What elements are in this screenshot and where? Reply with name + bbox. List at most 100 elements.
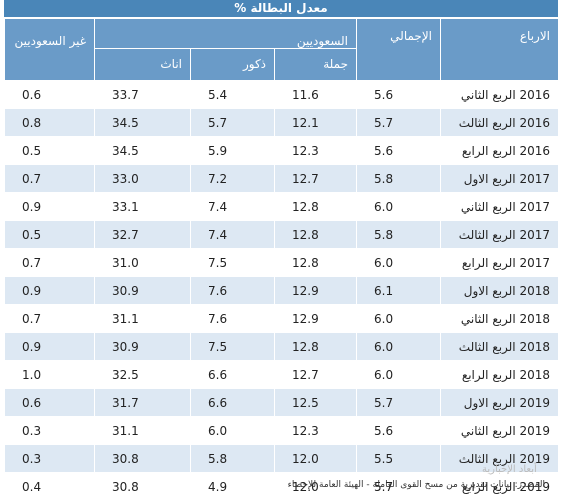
total-cell: 6.1 <box>356 277 441 305</box>
saudi-total-cell: 12.8 <box>274 249 357 277</box>
table-row: 2019 الربع الثالث 5.5 12.0 5.8 30.8 0.3 <box>4 445 559 473</box>
non-saudi-cell: 0.5 <box>4 137 94 165</box>
non-saudi-cell: 1.0 <box>4 361 94 389</box>
total-cell: 6.0 <box>356 249 441 277</box>
saudi-female-cell: 31.0 <box>94 249 191 277</box>
saudi-female-cell: 31.1 <box>94 305 191 333</box>
saudi-male-cell: 7.2 <box>190 165 275 193</box>
table-row: 2016 الربع الثاني 5.6 11.6 5.4 33.7 0.6 <box>4 81 559 109</box>
saudi-total-cell: 12.9 <box>274 305 357 333</box>
saudi-female-cell: 30.8 <box>94 473 191 501</box>
non-saudi-cell: 0.9 <box>4 277 94 305</box>
table-row: 2018 الربع الاول 6.1 12.9 7.6 30.9 0.9 <box>4 277 559 305</box>
saudi-male-cell: 6.6 <box>190 389 275 417</box>
header-saudis: السعوديين <box>94 19 357 49</box>
header-non-saudis: غير السعوديين <box>4 19 94 81</box>
table-body: 2016 الربع الثاني 5.6 11.6 5.4 33.7 0.6 2016 ا… <box>4 81 559 501</box>
saudi-male-cell: 7.5 <box>190 333 275 361</box>
table-row: 2016 الربع الثالث 5.7 12.1 5.7 34.5 0.8 <box>4 109 559 137</box>
total-cell: 6.0 <box>356 193 441 221</box>
period-cell: 2016 الربع الثالث <box>440 109 559 137</box>
period-cell: 2018 الربع الثاني <box>440 305 559 333</box>
saudi-male-cell: 6.6 <box>190 361 275 389</box>
saudi-female-cell: 32.7 <box>94 221 191 249</box>
header-total: الإجمالي <box>356 19 441 81</box>
period-cell: 2018 الربع الثالث <box>440 333 559 361</box>
non-saudi-cell: 0.8 <box>4 109 94 137</box>
period-cell: 2016 الربع الثاني <box>440 81 559 109</box>
total-cell: 5.7 <box>356 389 441 417</box>
table-row: 2016 الربع الرابع 5.6 12.3 5.9 34.5 0.5 <box>4 137 559 165</box>
table-row: 2017 الربع الثاني 6.0 12.8 7.4 33.1 0.9 <box>4 193 559 221</box>
total-cell: 6.0 <box>356 333 441 361</box>
saudi-total-cell: 11.6 <box>274 81 357 109</box>
saudi-female-cell: 34.5 <box>94 137 191 165</box>
saudi-total-cell: 12.3 <box>274 417 357 445</box>
saudi-male-cell: 5.9 <box>190 137 275 165</box>
unemployment-table-card: معدل البطالة % الارباع الإجمالي السعوديي… <box>4 0 559 501</box>
saudi-total-cell: 12.8 <box>274 333 357 361</box>
unemployment-table: الارباع الإجمالي السعوديين غير السعوديين… <box>4 19 559 501</box>
table-row: 2019 الربع الرابع 5.7 12.0 4.9 30.8 0.4 <box>4 473 559 501</box>
table-row: 2017 الربع الثالث 5.8 12.8 7.4 32.7 0.5 <box>4 221 559 249</box>
saudi-female-cell: 31.7 <box>94 389 191 417</box>
saudi-male-cell: 4.9 <box>190 473 275 501</box>
saudi-male-cell: 5.8 <box>190 445 275 473</box>
period-cell: 2019 الربع الثالث <box>440 445 559 473</box>
table-row: 2019 الربع الاول 5.7 12.5 6.6 31.7 0.6 <box>4 389 559 417</box>
period-cell: 2019 الربع الثاني <box>440 417 559 445</box>
non-saudi-cell: 0.4 <box>4 473 94 501</box>
saudi-female-cell: 33.7 <box>94 81 191 109</box>
total-cell: 5.6 <box>356 417 441 445</box>
total-cell: 5.5 <box>356 445 441 473</box>
saudi-female-cell: 30.9 <box>94 277 191 305</box>
saudi-male-cell: 6.0 <box>190 417 275 445</box>
saudi-female-cell: 30.8 <box>94 445 191 473</box>
header-period: الارباع <box>440 19 559 81</box>
total-cell: 6.0 <box>356 305 441 333</box>
period-cell: 2017 الربع الثالث <box>440 221 559 249</box>
non-saudi-cell: 0.3 <box>4 417 94 445</box>
saudi-total-cell: 12.1 <box>274 109 357 137</box>
total-cell: 5.6 <box>356 81 441 109</box>
saudi-total-cell: 12.8 <box>274 193 357 221</box>
non-saudi-cell: 0.9 <box>4 333 94 361</box>
non-saudi-cell: 0.6 <box>4 81 94 109</box>
total-cell: 5.7 <box>356 473 441 501</box>
total-cell: 5.8 <box>356 165 441 193</box>
period-cell: 2019 الربع الاول <box>440 389 559 417</box>
saudi-female-cell: 30.9 <box>94 333 191 361</box>
saudi-total-cell: 12.8 <box>274 221 357 249</box>
saudi-male-cell: 7.4 <box>190 221 275 249</box>
total-cell: 5.7 <box>356 109 441 137</box>
saudi-male-cell: 5.4 <box>190 81 275 109</box>
saudi-total-cell: 12.9 <box>274 277 357 305</box>
non-saudi-cell: 0.7 <box>4 165 94 193</box>
saudi-male-cell: 7.6 <box>190 305 275 333</box>
period-cell: 2018 الربع الاول <box>440 277 559 305</box>
period-cell: 2017 الربع الثاني <box>440 193 559 221</box>
watermark-logo-text: أبعاد الإخبارية <box>482 464 537 475</box>
total-cell: 6.0 <box>356 361 441 389</box>
table-row: 2018 الربع الثالث 6.0 12.8 7.5 30.9 0.9 <box>4 333 559 361</box>
header-saudis-female: اناث <box>94 48 191 81</box>
table-row: 2017 الربع الاول 5.8 12.7 7.2 33.0 0.7 <box>4 165 559 193</box>
saudi-total-cell: 12.0 <box>274 445 357 473</box>
saudi-total-cell: 12.3 <box>274 137 357 165</box>
non-saudi-cell: 0.6 <box>4 389 94 417</box>
saudi-total-cell: 12.0 <box>274 473 357 501</box>
non-saudi-cell: 0.5 <box>4 221 94 249</box>
table-row: 2017 الربع الرابع 6.0 12.8 7.5 31.0 0.7 <box>4 249 559 277</box>
total-cell: 5.6 <box>356 137 441 165</box>
total-cell: 5.8 <box>356 221 441 249</box>
saudi-total-cell: 12.5 <box>274 389 357 417</box>
table-row: 2019 الربع الثاني 5.6 12.3 6.0 31.1 0.3 <box>4 417 559 445</box>
period-cell: 2016 الربع الرابع <box>440 137 559 165</box>
source-note: المصدر: بيانات تقديرية من مسح القوى العا… <box>287 480 545 490</box>
saudi-male-cell: 7.4 <box>190 193 275 221</box>
period-cell: 2018 الربع الرابع <box>440 361 559 389</box>
non-saudi-cell: 0.7 <box>4 305 94 333</box>
non-saudi-cell: 0.3 <box>4 445 94 473</box>
period-cell: 2017 الربع الاول <box>440 165 559 193</box>
table-row: 2018 الربع الرابع 6.0 12.7 6.6 32.5 1.0 <box>4 361 559 389</box>
